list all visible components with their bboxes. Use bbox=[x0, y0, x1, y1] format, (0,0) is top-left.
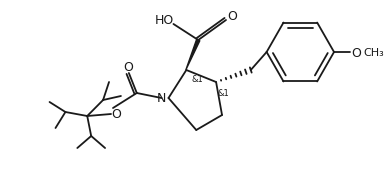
Text: N: N bbox=[157, 93, 166, 105]
Text: O: O bbox=[123, 61, 133, 73]
Polygon shape bbox=[186, 39, 200, 70]
Text: &1: &1 bbox=[217, 89, 229, 98]
Text: O: O bbox=[227, 9, 237, 23]
Text: CH₃: CH₃ bbox=[363, 48, 384, 58]
Text: O: O bbox=[111, 109, 121, 121]
Text: &1: &1 bbox=[191, 74, 203, 83]
Text: O: O bbox=[351, 46, 361, 60]
Text: HO: HO bbox=[155, 13, 174, 26]
